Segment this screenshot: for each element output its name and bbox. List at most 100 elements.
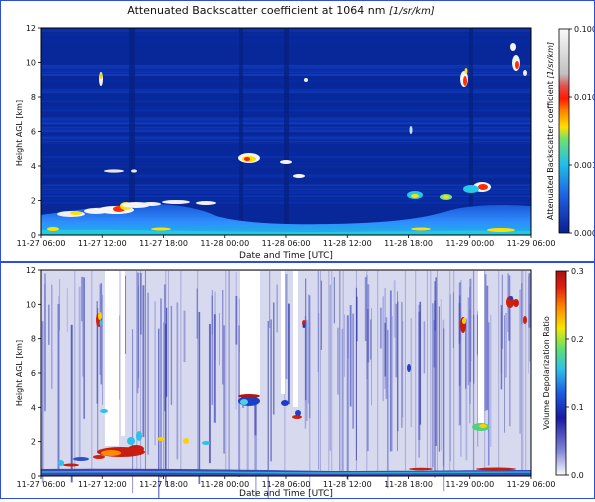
cloud-blob xyxy=(99,73,103,79)
y-tick-label: 8 xyxy=(31,93,36,102)
cloud-blob xyxy=(304,78,308,82)
surface-layer xyxy=(41,229,531,235)
cloud-blob xyxy=(476,467,516,471)
cloud-blob xyxy=(411,227,431,231)
boundary-layer xyxy=(41,203,531,235)
cloud-blob xyxy=(464,68,468,74)
cloud-blob xyxy=(70,211,82,215)
x-tick-label: 11-29 00:00 xyxy=(445,239,494,248)
colorbar-tick-label: 0.000 xyxy=(574,229,594,238)
y-tick-label: 12 xyxy=(26,266,36,275)
x-axis: 11-27 06:00 11-27 12:00 11-27 18:00 11-28 0… xyxy=(17,476,556,489)
backscatter-chart: Attenuated Backscatter coefficient at 10… xyxy=(15,4,595,261)
chart-title-unit: [1/sr/km] xyxy=(389,6,435,17)
x-tick-label: 11-28 00:00 xyxy=(200,239,249,248)
cloud-features xyxy=(58,296,527,471)
y-tick-label: 12 xyxy=(26,24,36,33)
backscatter-panel: Attenuated Backscatter coefficient at 10… xyxy=(0,0,595,262)
y-tick-label: 0 xyxy=(31,472,36,481)
x-axis: 11-27 06:00 11-27 12:00 11-27 18:00 11-28 0… xyxy=(17,235,556,248)
cloud-blob xyxy=(244,157,250,161)
cloud-blob xyxy=(510,43,516,51)
cloud-blob xyxy=(463,185,479,193)
cloud-blob xyxy=(479,424,487,428)
y-tick-label: 4 xyxy=(31,162,36,171)
y-tick-label: 4 xyxy=(31,403,36,412)
cloud-blob xyxy=(409,467,433,471)
cloud-blob xyxy=(136,431,142,441)
x-tick-label: 11-29 06:00 xyxy=(507,239,556,248)
cloud-blob xyxy=(478,184,488,190)
cloud-blob xyxy=(127,437,135,445)
cloud-blob xyxy=(463,76,467,86)
cloud-blob xyxy=(240,399,248,405)
x-tick-label: 11-28 06:00 xyxy=(262,480,311,489)
data-gap xyxy=(121,271,125,436)
cloud-blob xyxy=(515,61,519,69)
x-tick-label: 11-27 18:00 xyxy=(139,480,188,489)
colorbar-tick-label: 0.100 xyxy=(574,25,594,34)
cloud-blob xyxy=(162,200,190,204)
data-gap xyxy=(293,271,298,407)
cloud-blob xyxy=(63,463,79,467)
colorbar-ticks: 0.0 0.1 0.2 0.3 xyxy=(566,267,584,480)
cloud-blob xyxy=(462,318,466,324)
colorbar-tick-label: 0.010 xyxy=(574,93,594,102)
x-tick-label: 11-28 18:00 xyxy=(384,239,433,248)
y-tick-label: 6 xyxy=(31,128,36,137)
cloud-blob xyxy=(411,194,419,198)
cloud-blob xyxy=(202,441,210,445)
cloud-blob xyxy=(302,320,306,326)
noise-streaks xyxy=(41,271,531,499)
x-tick-label: 11-28 12:00 xyxy=(323,239,372,248)
data-gap xyxy=(281,271,285,394)
colorbar xyxy=(555,270,567,476)
data-gaps xyxy=(105,271,484,446)
colorbar-ticks: 0.000 0.001 0.010 0.100 xyxy=(569,25,595,238)
cloud-blob xyxy=(509,296,513,300)
x-tick-label: 11-27 06:00 xyxy=(17,480,66,489)
y-axis: 0 2 4 6 8 10 12 xyxy=(26,24,41,240)
y-tick-label: 8 xyxy=(31,335,36,344)
x-tick-label: 11-27 12:00 xyxy=(78,480,127,489)
x-tick-label: 11-28 00:00 xyxy=(200,480,249,489)
cloud-blob xyxy=(513,299,519,307)
cloud-blob xyxy=(407,364,411,372)
depolarization-panel: 0 2 4 6 8 10 12 11-27 06:00 11-27 12:00 11-27 18… xyxy=(0,262,595,499)
cloud-blob xyxy=(131,169,137,173)
cloud-blob xyxy=(443,195,449,199)
x-tick-label: 11-27 06:00 xyxy=(17,239,66,248)
x-axis-label: Date and Time [UTC] xyxy=(239,251,333,261)
cloud-blob xyxy=(523,70,527,76)
colorbar-tick-label: 0.2 xyxy=(571,335,584,344)
cloud-blob xyxy=(47,227,59,231)
data-gap xyxy=(478,271,484,424)
cloud-blob xyxy=(141,202,161,206)
cloud-blob xyxy=(157,437,165,441)
colorbar-tick-label: 0.001 xyxy=(574,161,594,170)
chart-title-text: Attenuated Backscatter coefficient at 10… xyxy=(127,4,385,17)
cloud-blob xyxy=(295,410,301,416)
chart-title: Attenuated Backscatter coefficient at 10… xyxy=(127,4,435,17)
x-tick-label: 11-29 06:00 xyxy=(507,480,556,489)
x-tick-label: 11-27 18:00 xyxy=(139,239,188,248)
colorbar-tick-label: 0.3 xyxy=(571,267,584,276)
cloud-blob xyxy=(104,169,124,173)
cloud-blob xyxy=(293,174,305,178)
cloud-blob xyxy=(93,455,105,459)
cloud-blob xyxy=(238,394,260,398)
cloud-blob xyxy=(99,320,103,326)
data-gap xyxy=(105,271,119,446)
colorbar-tick-label: 0.1 xyxy=(571,403,584,412)
colorbar xyxy=(558,28,570,234)
cloud-blob xyxy=(98,312,102,320)
y-tick-label: 0 xyxy=(31,231,36,240)
cloud-blob xyxy=(302,324,306,328)
cloud-blob xyxy=(409,126,413,134)
cloud-blob xyxy=(281,400,289,406)
cloud-blob xyxy=(487,228,515,232)
y-tick-label: 10 xyxy=(26,300,36,309)
cloud-blob xyxy=(128,445,144,453)
cloud-blob xyxy=(292,415,302,419)
colorbar-label: Attenuated Backscatter coefficient [1/sr… xyxy=(546,42,555,220)
